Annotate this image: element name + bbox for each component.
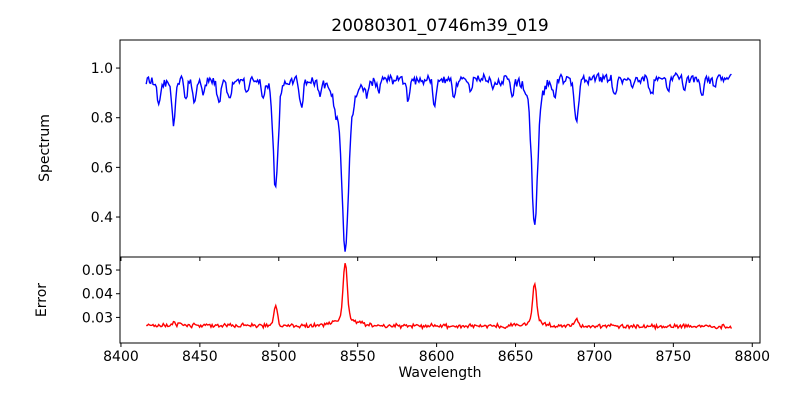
error-line <box>146 263 733 331</box>
spectrum-panel-frame <box>119 39 761 258</box>
error-panel-frame <box>119 256 761 344</box>
x-tick-label: 8800 <box>734 349 770 365</box>
x-tick-label: 8450 <box>182 349 218 365</box>
y-tick-label: 0.8 <box>91 111 113 127</box>
y-axis-label-spectrum: Spectrum <box>37 114 53 182</box>
chart-title: 20080301_0746m39_019 <box>331 16 548 36</box>
x-tick-label: 8700 <box>577 349 613 365</box>
y-tick-label: 0.05 <box>82 263 113 279</box>
x-tick-label: 8400 <box>103 349 139 365</box>
x-tick-label: 8650 <box>498 349 534 365</box>
y-tick-label: 1.0 <box>91 61 113 77</box>
y-tick-label: 0.04 <box>82 287 113 303</box>
x-tick-label: 8550 <box>340 349 376 365</box>
y-tick-label: 0.4 <box>91 210 113 226</box>
x-tick-label: 8500 <box>261 349 297 365</box>
x-tick-label: 8600 <box>419 349 455 365</box>
spectrum-line <box>145 71 732 252</box>
x-axis-label: Wavelength <box>398 365 481 381</box>
x-tick-label: 8750 <box>656 349 692 365</box>
y-axis-label-error: Error <box>34 283 50 317</box>
chart-plot-area: 8400 8450 8500 8550 8600 8650 8700 8750 8800 0.4 0… <box>82 39 770 365</box>
y-tick-label: 0.03 <box>82 310 113 326</box>
y-tick-label: 0.6 <box>91 160 113 176</box>
